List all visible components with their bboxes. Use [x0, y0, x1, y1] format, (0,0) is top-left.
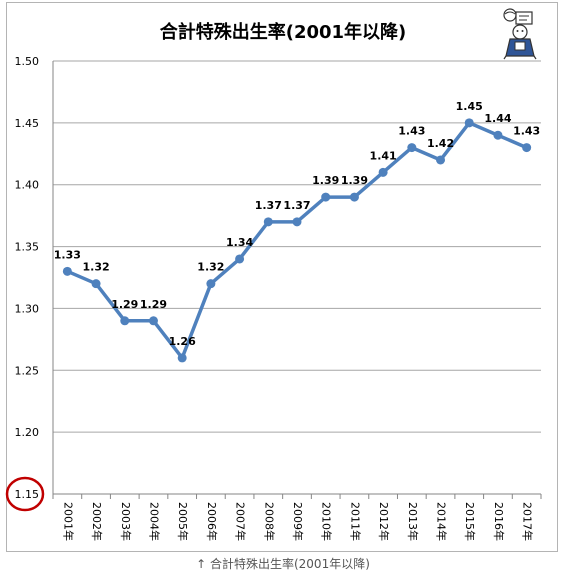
mascot-icon — [503, 8, 537, 60]
chart-title: 合計特殊出生率(2001年以降) — [160, 21, 407, 43]
chart-frame — [6, 2, 558, 552]
x-tick-label: 2016年 — [492, 502, 506, 541]
series-line — [65, 121, 529, 360]
x-tick-label: 2012年 — [377, 502, 391, 541]
x-tick-label: 2010年 — [320, 502, 334, 541]
data-point — [378, 167, 388, 177]
y-tick-label: 1.30 — [15, 302, 40, 315]
data-label: 1.39 — [341, 174, 368, 187]
x-tick-label: 2009年 — [291, 502, 305, 541]
x-tick-label: 2008年 — [262, 502, 276, 541]
x-tick-label: 2001年 — [61, 502, 75, 541]
y-tick-label: 1.40 — [15, 179, 40, 192]
data-labels: 1.331.321.29 1.291.261.321.341.37 1.371.39… — [54, 100, 540, 348]
data-point — [206, 279, 216, 289]
data-point — [493, 130, 503, 140]
x-tick-label: 2005年 — [176, 502, 190, 541]
y-tick-label: 1.20 — [15, 426, 40, 439]
data-label: 1.45 — [456, 100, 483, 113]
data-point — [522, 143, 532, 153]
data-label: 1.26 — [169, 335, 196, 348]
data-point — [120, 316, 130, 326]
data-point — [235, 254, 245, 264]
data-point — [349, 192, 359, 202]
data-point — [91, 279, 101, 289]
data-label: 1.37 — [255, 199, 282, 212]
data-label: 1.39 — [312, 174, 339, 187]
y-tick-labels: 1.15 1.20 1.25 1.30 1.35 1.40 1.45 1.50 — [15, 55, 40, 501]
highlight-circle — [5, 476, 45, 512]
data-label: 1.29 — [140, 298, 167, 311]
series-layer — [62, 118, 532, 363]
data-label: 1.32 — [82, 261, 109, 274]
x-tick-label: 2004年 — [147, 502, 161, 541]
data-label: 1.34 — [226, 236, 253, 249]
data-point — [263, 217, 273, 227]
chart-caption: ↑ 合計特殊出生率(2001年以降) — [196, 557, 370, 571]
data-point — [62, 266, 72, 276]
y-tick-label: 1.50 — [15, 55, 40, 68]
y-tick-label: 1.15 — [15, 488, 40, 501]
data-point — [292, 217, 302, 227]
data-point — [464, 118, 474, 128]
x-tick-label: 2014年 — [435, 502, 449, 541]
x-tick-label: 2017年 — [521, 502, 535, 541]
highlight-layer — [5, 476, 45, 512]
grid-lines — [53, 60, 541, 433]
x-tick-label: 2003年 — [119, 502, 133, 541]
data-label: 1.44 — [484, 112, 511, 125]
data-label: 1.41 — [370, 149, 397, 162]
data-label: 1.37 — [283, 199, 310, 212]
data-point — [436, 155, 446, 165]
data-label: 1.29 — [111, 298, 138, 311]
data-label: 1.43 — [398, 125, 425, 138]
data-point — [177, 353, 187, 363]
y-tick-label: 1.45 — [15, 117, 40, 130]
data-label: 1.43 — [513, 125, 540, 138]
x-tick-label: 2011年 — [348, 502, 362, 541]
x-tick-label: 2013年 — [406, 502, 420, 541]
x-tick-label: 2015年 — [463, 502, 477, 541]
data-label: 1.42 — [427, 137, 454, 150]
data-point — [148, 316, 158, 326]
x-tick-labels: 2001年 2002年 2003年 2004年 2005年 2006年 2007年 2008年… — [61, 502, 534, 541]
axes — [52, 61, 542, 499]
x-tick-label: 2002年 — [90, 502, 104, 541]
data-point — [321, 192, 331, 202]
y-tick-label: 1.25 — [15, 364, 40, 377]
data-point — [407, 143, 417, 153]
data-label: 1.33 — [54, 248, 81, 261]
x-tick-label: 2007年 — [234, 502, 248, 541]
data-label: 1.32 — [197, 261, 224, 274]
y-tick-label: 1.35 — [15, 241, 40, 254]
x-tick-label: 2006年 — [205, 502, 219, 541]
